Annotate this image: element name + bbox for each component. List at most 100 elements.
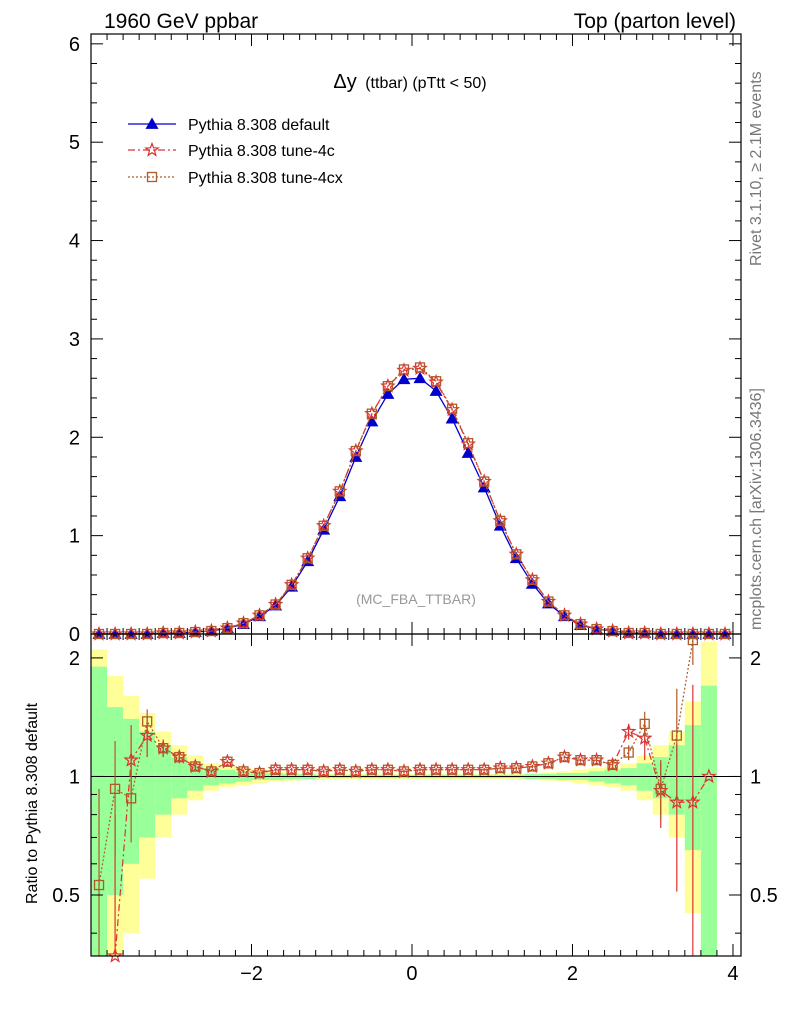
ratio-series-layer: [93, 634, 717, 963]
ratio-square-marker: [398, 766, 410, 777]
triangle-marker: [461, 446, 475, 458]
ratio-square-marker: [655, 783, 666, 795]
square-marker: [350, 445, 361, 457]
plot-title: Δy (ttbar) (pTtt < 50): [333, 71, 486, 93]
x-tick-label: 2: [567, 963, 578, 985]
y-tick-ratio-label: 2: [69, 648, 80, 670]
ratio-square-marker: [142, 716, 153, 727]
ratio-panel-frame: [90, 633, 742, 957]
ratio-square-marker: [334, 764, 345, 775]
ratio-square-marker: [495, 762, 506, 774]
ratio-square-marker: [623, 747, 634, 758]
ratio-square-marker: [575, 755, 586, 766]
ratio-square-marker: [382, 764, 394, 775]
band-inner-bin: [155, 745, 172, 815]
legend-label: Pythia 8.308 default: [188, 117, 330, 134]
ratio-square-marker: [430, 764, 442, 775]
y-tick-ratio-label-right: 2: [750, 648, 761, 670]
band-inner-bin: [139, 731, 156, 838]
ratio-square-marker: [671, 730, 682, 741]
square-marker: [270, 599, 281, 610]
square-marker: [623, 627, 634, 639]
ratio-series-0: [107, 684, 717, 963]
mcplots-label: mcplots.cern.ch [arXiv:1306.3436]: [748, 388, 765, 630]
ratio-square-marker: [414, 764, 426, 775]
legend-entry-1: Pythia 8.308 tune-4c: [128, 141, 335, 160]
ratio-square-marker: [607, 759, 618, 771]
x-tick-label: 0: [406, 963, 417, 985]
triangle-marker: [365, 415, 379, 427]
y-tick-ratio-label-right: 0.5: [750, 885, 778, 907]
triangle-marker: [429, 384, 443, 396]
square-marker: [511, 549, 522, 560]
square-marker: [543, 596, 554, 607]
ratio-square-marker: [190, 761, 201, 772]
ratio-square-marker: [109, 783, 121, 795]
square-marker: [254, 610, 265, 621]
legend-square-marker: [146, 171, 158, 183]
legend-label: Pythia 8.308 tune-4c: [188, 143, 335, 160]
ratio-star-marker: [107, 947, 123, 963]
legend-star-marker: [144, 141, 160, 157]
ratio-series-1: [93, 634, 699, 956]
square-marker: [463, 438, 474, 449]
ratio-square-marker: [286, 764, 297, 775]
ratio-square-marker: [511, 762, 522, 774]
square-marker: [527, 574, 538, 586]
y-tick-ratio-label: 1: [69, 766, 80, 788]
ratio-square-marker: [125, 793, 137, 804]
square-marker: [318, 520, 329, 531]
ratio-square-marker: [463, 764, 474, 775]
ratio-y-axis-label: Ratio to Pythia 8.308 default: [24, 702, 41, 904]
ratio-square-marker: [479, 764, 490, 775]
ratio-star-marker: [701, 768, 717, 784]
square-marker: [639, 627, 650, 639]
ratio-uncertainty-band: [91, 641, 717, 956]
ratio-star-marker: [668, 793, 685, 809]
legend-triangle-marker: [145, 117, 159, 129]
triangle-marker: [397, 372, 411, 385]
ratio-square-marker: [591, 755, 602, 766]
square-marker: [398, 364, 410, 375]
square-marker: [559, 610, 570, 621]
square-marker: [286, 579, 297, 590]
header-right: Top (parton level): [574, 10, 736, 33]
square-marker: [158, 627, 169, 639]
triangle-marker: [381, 387, 395, 399]
square-marker: [430, 376, 442, 387]
ratio-star-marker: [139, 727, 156, 743]
plot-title-detail: (ttbar) (pTtt < 50): [365, 75, 486, 92]
square-marker: [302, 553, 313, 564]
x-tick-label: 4: [727, 963, 738, 985]
band-inner-bin: [171, 757, 188, 799]
square-marker: [366, 408, 378, 419]
square-marker: [334, 486, 345, 497]
ratio-square-marker: [350, 766, 361, 777]
square-marker: [414, 362, 426, 373]
ratio-square-marker: [270, 764, 281, 775]
ratio-square-marker: [93, 879, 105, 891]
ratio-square-marker: [254, 767, 265, 779]
y-tick-main-label: 1: [69, 526, 80, 548]
ratio-star-marker: [636, 730, 653, 745]
square-marker: [206, 625, 217, 637]
square-marker: [575, 619, 586, 630]
y-tick-main-label: 5: [69, 132, 80, 154]
ratio-square-marker: [687, 634, 699, 646]
plot-title-symbol: Δy: [333, 71, 356, 93]
square-marker: [479, 476, 490, 487]
rivet-label: Rivet 3.1.10, ≥ 2.1M events: [748, 71, 765, 266]
y-tick-ratio-label-right: 1: [750, 766, 761, 788]
y-tick-main-label: 4: [69, 231, 80, 253]
band-inner-bin: [636, 763, 653, 791]
ratio-square-marker: [318, 766, 329, 777]
legend: Pythia 8.308 default Pythia 8.308 tune-4c…: [128, 117, 343, 187]
ratio-square-marker: [174, 751, 185, 763]
ratio-series-line: [98, 640, 694, 886]
square-marker: [174, 627, 185, 639]
ratio-square-marker: [302, 764, 313, 775]
ratio-square-marker: [158, 742, 169, 754]
